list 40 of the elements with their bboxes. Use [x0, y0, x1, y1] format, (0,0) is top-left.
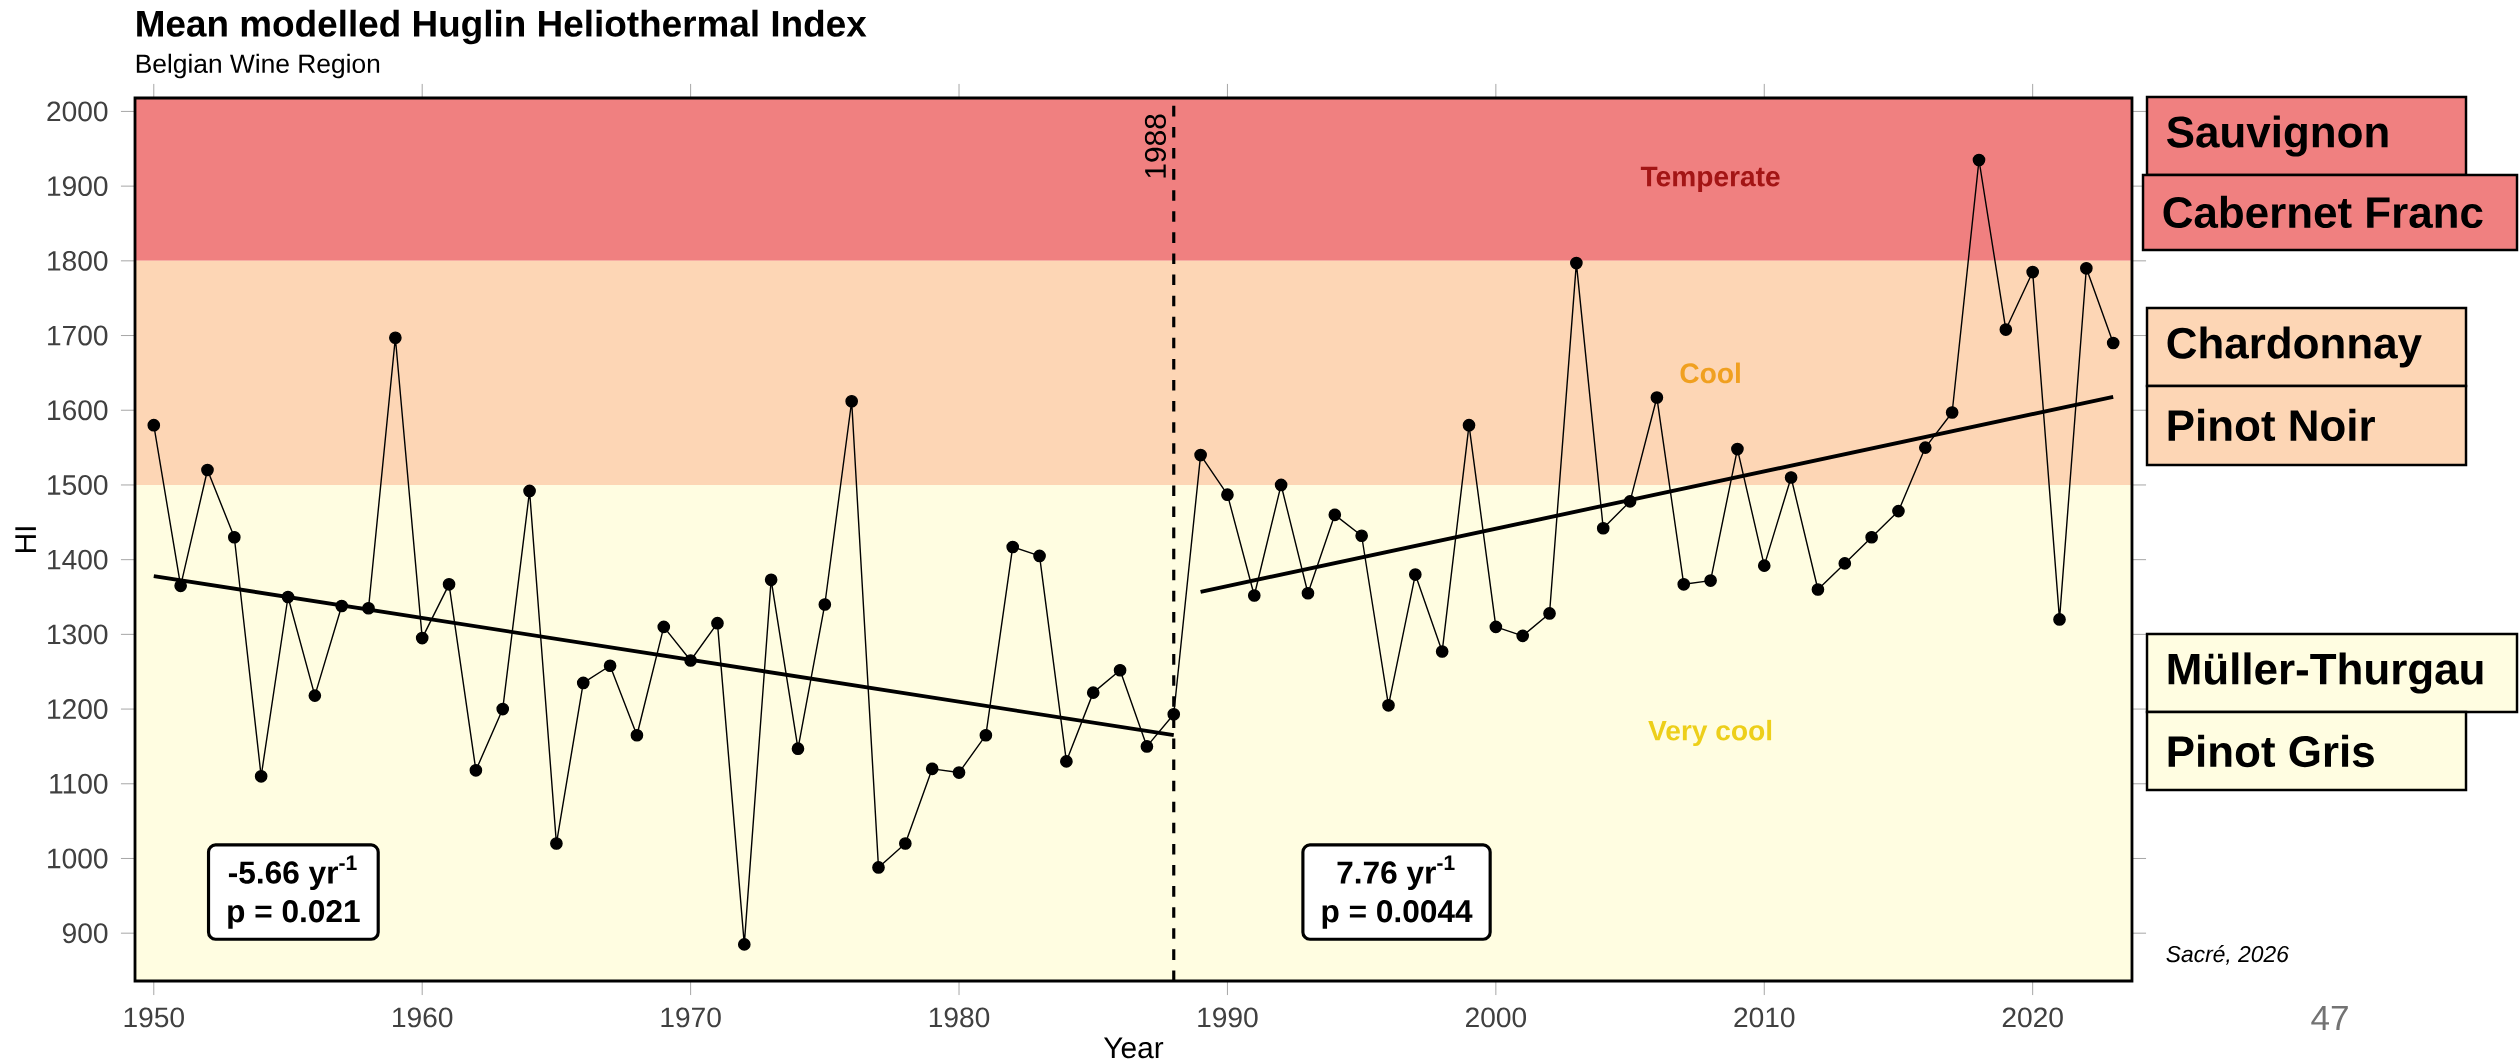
x-tick-label: 1960	[393, 1007, 453, 1028]
band-label: Cool	[1680, 362, 1740, 384]
x-tick-label: 1970	[661, 1007, 721, 1028]
x-tick-label: 2010	[1734, 1007, 1795, 1028]
annotation: 7.76 yr$^{-1}$	[1337, 855, 1455, 891]
annotation: p = 0.021	[228, 900, 360, 929]
y-tick-label: 2000	[47, 101, 108, 122]
y-tick-label: 900	[62, 923, 108, 944]
y-tick-label: 1700	[48, 325, 108, 346]
text: Pinot Gris	[2168, 734, 2374, 768]
x-tick-label: 1950	[124, 1007, 184, 1028]
y-tick-label: 1600	[48, 400, 108, 421]
text: Cabernet Franc	[2163, 195, 2483, 229]
x-tick-label: 1990	[1198, 1007, 1258, 1028]
y-axis-title: HI	[15, 527, 36, 552]
text: Sacré, 2026	[2166, 945, 2289, 965]
chart-subtitle: Belgian Wine Region	[136, 53, 380, 79]
text: Müller-Thurgau	[2168, 652, 2483, 694]
ref-line-label: 1988	[1144, 114, 1167, 178]
x-tick-label: 2020	[2002, 1007, 2063, 1028]
y-tick-label: 1500	[48, 475, 108, 495]
y-tick-label: 1100	[50, 773, 108, 794]
annotation: p = 0.0044	[1322, 900, 1473, 929]
chart-title: Mean modelled Huglin Heliothermal Index	[137, 9, 867, 45]
band-label: Very cool	[1648, 719, 1772, 747]
y-tick-label: 1300	[48, 624, 108, 645]
y-tick-label: 1900	[48, 176, 108, 197]
x-tick-label: 1980	[929, 1007, 990, 1028]
y-tick-label: 1200	[48, 699, 108, 720]
text: Sauvignon	[2166, 115, 2388, 157]
x-axis-title: Year	[1103, 1037, 1164, 1059]
text: 47	[2311, 1005, 2348, 1031]
band-label: Temperate	[1640, 166, 1780, 193]
x-tick-label: 2000	[1466, 1007, 1527, 1028]
annotation: -5.66 yr$^{-1}$	[228, 855, 357, 891]
text: Chardonnay	[2167, 326, 2422, 368]
y-tick-label: 1000	[48, 848, 108, 869]
text: Pinot Noir	[2168, 408, 2375, 442]
y-tick-label: 1800	[48, 250, 108, 271]
y-tick-label: 1400	[48, 549, 108, 570]
